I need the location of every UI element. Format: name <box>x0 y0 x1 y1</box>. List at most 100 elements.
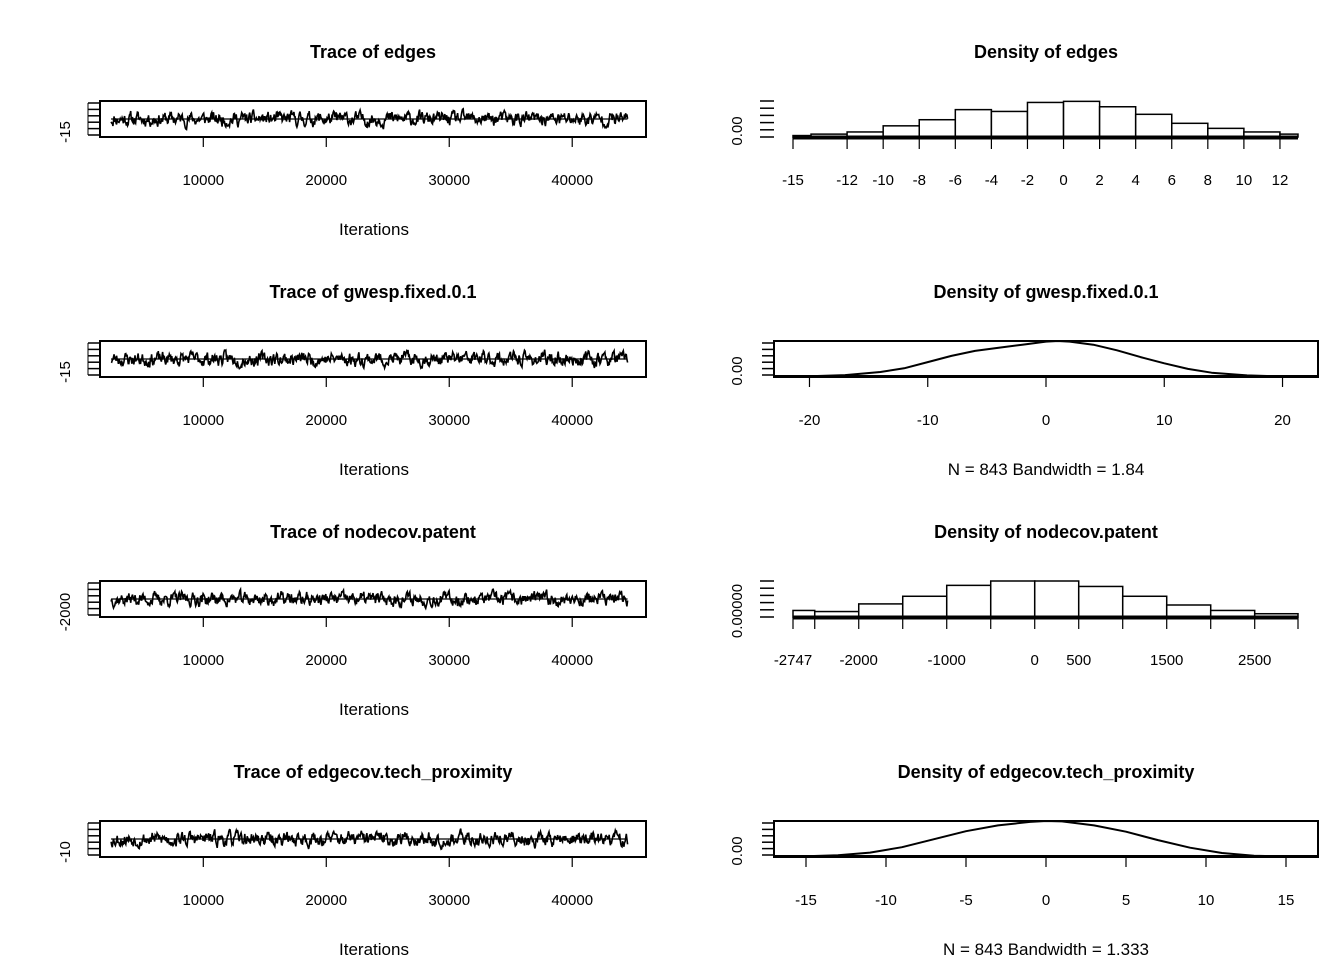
x-axis-label: Iterations <box>339 940 409 959</box>
histogram-bar <box>954 108 993 138</box>
x-tick-label: 10 <box>1198 892 1215 909</box>
x-tick-label: -8 <box>913 172 926 189</box>
x-tick-label: 15 <box>1278 892 1295 909</box>
x-tick-label: 40000 <box>551 412 593 429</box>
x-axis-label: N = 843 Bandwidth = 1.333 <box>943 940 1149 959</box>
panel-title: Trace of edgecov.tech_proximity <box>234 762 513 782</box>
x-tick-label: 2 <box>1095 172 1103 189</box>
panel-title: Density of edges <box>974 42 1118 62</box>
histogram-bar <box>945 584 992 618</box>
x-tick-label: 30000 <box>428 652 470 669</box>
x-tick-label: 40000 <box>551 892 593 909</box>
trace-line <box>110 107 629 131</box>
density-curve <box>773 820 1319 858</box>
x-tick-label: 20 <box>1274 412 1291 429</box>
histogram-bar <box>1077 585 1124 618</box>
histogram-bar <box>1121 595 1168 618</box>
y-tick-label: -10 <box>57 841 74 863</box>
histogram-bar <box>882 125 921 138</box>
x-tick-label: 10000 <box>182 892 224 909</box>
x-tick-label: 10000 <box>182 412 224 429</box>
x-tick-label: 30000 <box>428 172 470 189</box>
x-tick-label: 8 <box>1204 172 1212 189</box>
panel-5: Trace of nodecov.patent -2000 10000 20000 30… <box>57 522 647 719</box>
panel-title: Trace of gwesp.fixed.0.1 <box>269 282 476 302</box>
histogram-bar <box>990 110 1029 138</box>
panel-2: Density of edges 0.00 -15 -12 -10 -8 -6 -4 -2 0 2 4… <box>729 42 1299 189</box>
histogram-bar <box>1033 580 1080 618</box>
x-tick-label: -20 <box>799 412 821 429</box>
x-tick-label: 500 <box>1066 652 1091 669</box>
histogram-bar <box>901 595 948 618</box>
histogram-bar <box>857 603 904 618</box>
panel-7: Trace of edgecov.tech_proximity -10 10000 2… <box>57 762 647 959</box>
x-tick-label: 0 <box>1042 412 1050 429</box>
x-tick-label: 20000 <box>305 652 347 669</box>
plot-box <box>773 340 1319 378</box>
x-tick-label: 40000 <box>551 172 593 189</box>
plot-box <box>99 820 647 858</box>
x-tick-label: -2747 <box>774 652 812 669</box>
x-tick-label: 30000 <box>428 892 470 909</box>
x-tick-label: 10 <box>1156 412 1173 429</box>
histogram-bar <box>1165 604 1212 618</box>
panel-1: Trace of edges -15 10000 20000 30000 40000 Ite… <box>57 42 647 239</box>
panel-8: Density of edgecov.tech_proximity 0.00 -15… <box>729 762 1319 959</box>
x-tick-label: 10000 <box>182 652 224 669</box>
x-tick-label: 20000 <box>305 412 347 429</box>
x-axis-label: Iterations <box>339 220 409 239</box>
panel-title: Density of nodecov.patent <box>934 522 1158 542</box>
plot-box <box>99 580 647 618</box>
histogram-bar <box>1171 122 1209 138</box>
plot-box <box>99 100 647 138</box>
x-tick-label: 10 <box>1236 172 1253 189</box>
x-tick-label: 0 <box>1059 172 1067 189</box>
x-axis-label: Iterations <box>339 700 409 719</box>
x-tick-label: 20000 <box>305 172 347 189</box>
histogram-bar <box>989 580 1036 618</box>
x-tick-label: 20000 <box>305 892 347 909</box>
x-tick-label: -4 <box>985 172 998 189</box>
y-tick-label: -15 <box>57 121 74 143</box>
y-tick-label: 0.00 <box>729 356 746 385</box>
plot-box <box>99 340 647 378</box>
panel-title: Density of edgecov.tech_proximity <box>898 762 1195 782</box>
x-tick-label: 10000 <box>182 172 224 189</box>
x-tick-label: -12 <box>836 172 858 189</box>
panel-title: Trace of edges <box>310 42 436 62</box>
x-tick-label: 6 <box>1168 172 1176 189</box>
x-tick-label: 5 <box>1122 892 1130 909</box>
y-tick-label: 0.00000 <box>729 584 746 638</box>
x-tick-label: -2000 <box>840 652 878 669</box>
x-axis-label: Iterations <box>339 460 409 479</box>
panel-6: Density of nodecov.patent 0.00000 -2747 -20… <box>729 522 1299 669</box>
x-tick-label: -10 <box>875 892 897 909</box>
histogram-bar <box>1134 113 1173 138</box>
y-tick-label: 0.00 <box>729 116 746 145</box>
y-tick-label: -2000 <box>57 593 74 631</box>
x-tick-label: 2500 <box>1238 652 1271 669</box>
x-tick-label: -15 <box>782 172 804 189</box>
plot-box <box>773 820 1319 858</box>
x-tick-label: -10 <box>917 412 939 429</box>
panel-3: Trace of gwesp.fixed.0.1 -15 10000 20000 300… <box>57 282 647 479</box>
density-curve <box>773 340 1319 378</box>
x-tick-label: 30000 <box>428 412 470 429</box>
histogram-bar <box>1062 100 1101 138</box>
x-axis-label: N = 843 Bandwidth = 1.84 <box>948 460 1145 479</box>
x-tick-label: 12 <box>1272 172 1289 189</box>
x-tick-label: 0 <box>1042 892 1050 909</box>
panel-title: Density of gwesp.fixed.0.1 <box>933 282 1158 302</box>
histogram-bar <box>1026 101 1065 138</box>
panel-4: Density of gwesp.fixed.0.1 0.00 -20 -10 0 10 2… <box>729 282 1319 479</box>
x-tick-label: 1500 <box>1150 652 1183 669</box>
trace-line <box>110 347 629 372</box>
x-tick-label: 4 <box>1132 172 1140 189</box>
x-tick-label: -15 <box>795 892 817 909</box>
y-tick-label: -15 <box>57 361 74 383</box>
y-tick-label: 0.00 <box>729 836 746 865</box>
histogram-bar <box>1098 106 1137 138</box>
x-tick-label: -6 <box>949 172 962 189</box>
panel-title: Trace of nodecov.patent <box>270 522 476 542</box>
